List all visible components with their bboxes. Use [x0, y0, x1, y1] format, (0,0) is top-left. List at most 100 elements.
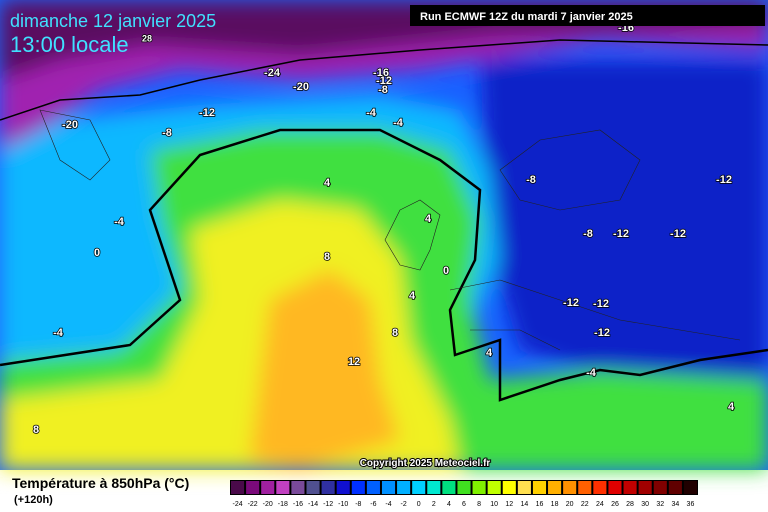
time: 13:00 locale: [10, 32, 129, 57]
colorbar-label: -6: [370, 501, 376, 508]
map-label: -8: [583, 228, 593, 240]
map-label: 28: [142, 33, 152, 43]
colorbar-label: 18: [551, 501, 559, 508]
colorbar-box: [502, 481, 516, 494]
colorbar-label: 2: [432, 501, 436, 508]
map-label: 4: [324, 177, 331, 189]
colorbar-label: 14: [520, 501, 528, 508]
map-label: 8: [324, 251, 330, 263]
colorbar-label: 0: [417, 501, 421, 508]
colorbar-label: 16: [536, 501, 544, 508]
copyright: Copyright 2025 Meteociel.fr: [360, 458, 491, 469]
map-label: -12: [670, 228, 686, 240]
map-label: 8: [33, 424, 39, 436]
map-labels: -16 28 -24 -16 -12 -20 -8 -12 -4 -4 -20 …: [32, 21, 736, 437]
colorbar-label: 24: [596, 501, 604, 508]
colorbar-box: [412, 481, 426, 494]
map-label: -12: [716, 174, 732, 186]
colorbar-box: [623, 481, 637, 494]
map-label: 0: [94, 247, 100, 259]
colorbar-box: [683, 481, 697, 494]
colorbar-label: 26: [611, 501, 619, 508]
colorbar: -24 -22 -20 -18 -16 -14 -12 -10 -8 -6 -4 -2 0 2 4 6 8 10 1…: [230, 480, 698, 508]
colorbar-box: [517, 481, 531, 494]
map-label: 0: [443, 265, 449, 277]
colorbar-label: 36: [687, 501, 695, 508]
map-label: 12: [348, 356, 360, 368]
colorbar-label: -8: [355, 501, 361, 508]
colorbar-box: [563, 481, 577, 494]
map-label: 4: [409, 290, 416, 302]
map: [0, 0, 768, 470]
map-label: 8: [392, 327, 398, 339]
map-label: -12: [613, 228, 629, 240]
map-label: -16: [373, 67, 389, 79]
colorbar-box: [442, 481, 456, 494]
colorbar-label: -12: [323, 501, 333, 508]
colorbar-label: 10: [490, 501, 498, 508]
colorbar-label: 30: [641, 501, 649, 508]
colorbar-label: 34: [671, 501, 679, 508]
map-label: -8: [526, 174, 536, 186]
map-label: -4: [393, 117, 404, 129]
colorbar-label: -2: [400, 501, 406, 508]
title: dimanche 12 janvier 2025: [10, 11, 216, 31]
colorbar-label: 20: [566, 501, 574, 508]
colorbar-label: -10: [338, 501, 348, 508]
colorbar-box: [351, 481, 365, 494]
legend-title: Température à 850hPa (°C): [12, 475, 189, 491]
colorbar-box: [336, 481, 350, 494]
colorbar-box: [638, 481, 652, 494]
colorbar-box: [366, 481, 380, 494]
map-label: -12: [199, 107, 215, 119]
map-label: 4: [425, 213, 432, 225]
colorbar-box: [472, 481, 486, 494]
map-label: -4: [366, 107, 377, 119]
colorbar-label: -16: [293, 501, 303, 508]
colorbar-label: -14: [308, 501, 318, 508]
lead-time: (+120h): [14, 494, 53, 506]
colorbar-box: [548, 481, 562, 494]
colorbar-box: [276, 481, 290, 494]
run-info: Run ECMWF 12Z du mardi 7 janvier 2025: [420, 11, 633, 23]
map-label: -20: [62, 119, 78, 131]
colorbar-box: [246, 481, 260, 494]
colorbar-box: [381, 481, 396, 494]
colorbar-box: [578, 481, 592, 494]
colorbar-box: [306, 481, 320, 494]
map-label: -12: [593, 298, 609, 310]
colorbar-label: -4: [385, 501, 391, 508]
colorbar-box: [668, 481, 682, 494]
colorbar-label: 32: [656, 501, 664, 508]
colorbar-box: [321, 481, 335, 494]
colorbar-label: -18: [278, 501, 288, 508]
colorbar-box: [593, 481, 607, 494]
colorbar-box: [397, 481, 411, 494]
map-label: 4: [486, 347, 493, 359]
colorbar-label: 22: [581, 501, 589, 508]
map-label: -4: [586, 367, 597, 379]
colorbar-label: -24: [232, 501, 242, 508]
colorbar-box: [291, 481, 305, 494]
map-label: -4: [53, 327, 64, 339]
colorbar-label: -22: [248, 501, 258, 508]
map-label: 4: [728, 401, 735, 413]
map-label: -12: [594, 327, 610, 339]
map-label: -8: [378, 84, 388, 96]
colorbar-box: [231, 481, 245, 494]
colorbar-label: 28: [626, 501, 634, 508]
run-box: [410, 5, 765, 26]
colorbar-box: [457, 481, 471, 494]
colorbar-label: 4: [447, 501, 451, 508]
map-label: -4: [114, 216, 125, 228]
colorbar-box: [487, 481, 501, 494]
colorbar-label: 12: [505, 501, 513, 508]
colorbar-label: -20: [263, 501, 273, 508]
map-label: -12: [376, 75, 392, 87]
colorbar-box: [608, 481, 622, 494]
colorbar-box: [532, 481, 547, 494]
colorbar-box: [427, 481, 441, 494]
map-label: -12: [563, 297, 579, 309]
map-label: -8: [162, 127, 172, 139]
